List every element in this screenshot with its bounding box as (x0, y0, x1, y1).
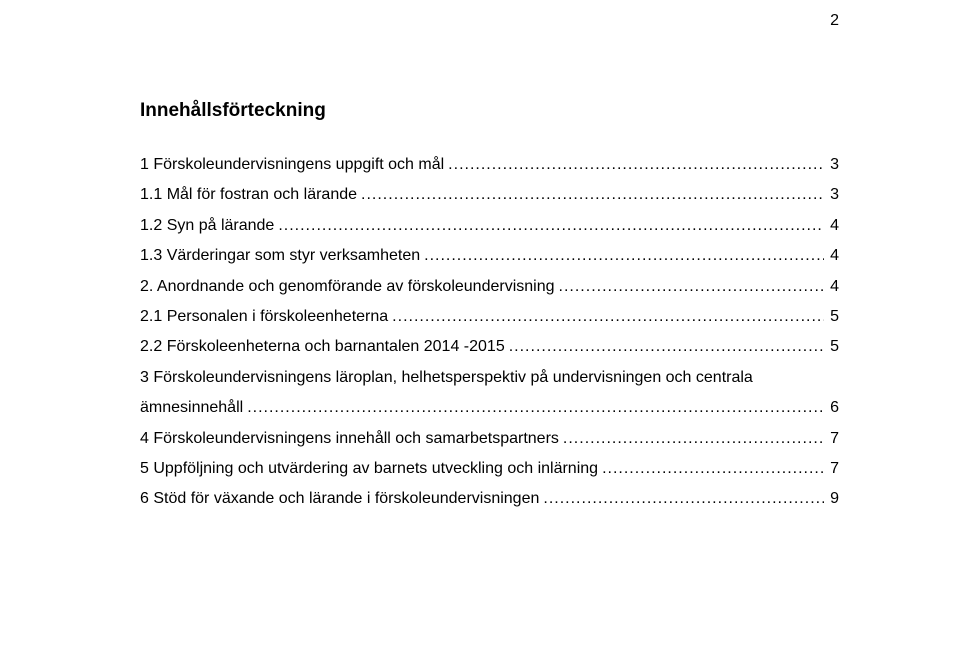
toc-entry: 2.2 Förskoleenheterna och barnantalen 20… (140, 332, 839, 362)
toc-entry-label: 4 Förskoleundervisningens innehåll och s… (140, 424, 559, 454)
toc-leader: ........................................… (539, 484, 823, 514)
toc-entry: ämnesinnehåll...........................… (140, 393, 839, 423)
toc-leader: ........................................… (274, 211, 823, 241)
toc-entry-wrap-line1: 3 Förskoleundervisningens läroplan, helh… (140, 363, 839, 393)
toc-entry-label: ämnesinnehåll (140, 393, 243, 423)
toc-leader: ........................................… (388, 302, 823, 332)
toc-entry: 1.1 Mål för fostran och lärande.........… (140, 180, 839, 210)
toc-leader: ........................................… (243, 393, 823, 423)
toc-leader: ........................................… (598, 454, 824, 484)
toc-leader: ........................................… (555, 272, 824, 302)
toc-entry-page: 4 (824, 241, 839, 271)
toc-entry-label: 6 Stöd för växande och lärande i förskol… (140, 484, 539, 514)
toc-entry: 4 Förskoleundervisningens innehåll och s… (140, 424, 839, 454)
toc-entry-page: 5 (824, 332, 839, 362)
toc-entry: 1.3 Värderingar som styr verksamheten...… (140, 241, 839, 271)
toc-entry: 2.1 Personalen i förskoleenheterna......… (140, 302, 839, 332)
table-of-contents: 1 Förskoleundervisningens uppgift och må… (140, 150, 839, 515)
toc-entry: 1.2 Syn på lärande......................… (140, 211, 839, 241)
toc-leader: ........................................… (559, 424, 824, 454)
toc-leader: ........................................… (357, 180, 824, 210)
toc-entry-page: 3 (824, 150, 839, 180)
toc-entry-label: 1.2 Syn på lärande (140, 211, 274, 241)
toc-entry-page: 5 (824, 302, 839, 332)
toc-entry-label: 1.1 Mål för fostran och lärande (140, 180, 357, 210)
toc-title: Innehållsförteckning (140, 100, 839, 122)
document-page: 2 Innehållsförteckning 1 Förskoleundervi… (0, 0, 959, 515)
toc-leader: ........................................… (505, 332, 824, 362)
toc-entry-page: 4 (824, 272, 839, 302)
toc-entry-page: 9 (824, 484, 839, 514)
toc-entry: 2. Anordnande och genomförande av försko… (140, 272, 839, 302)
page-number: 2 (830, 12, 839, 30)
toc-entry-label: 5 Uppföljning och utvärdering av barnets… (140, 454, 598, 484)
toc-entry-label: 1.3 Värderingar som styr verksamheten (140, 241, 420, 271)
toc-entry-label: 1 Förskoleundervisningens uppgift och må… (140, 150, 444, 180)
toc-entry-page: 6 (824, 393, 839, 423)
toc-entry: 5 Uppföljning och utvärdering av barnets… (140, 454, 839, 484)
toc-entry-label: 2. Anordnande och genomförande av försko… (140, 272, 555, 302)
toc-entry-label: 2.2 Förskoleenheterna och barnantalen 20… (140, 332, 505, 362)
toc-entry: 6 Stöd för växande och lärande i förskol… (140, 484, 839, 514)
toc-entry-page: 4 (824, 211, 839, 241)
toc-leader: ........................................… (444, 150, 823, 180)
toc-entry-page: 7 (824, 454, 839, 484)
toc-entry-page: 3 (824, 180, 839, 210)
toc-entry-label: 2.1 Personalen i förskoleenheterna (140, 302, 388, 332)
toc-entry: 1 Förskoleundervisningens uppgift och må… (140, 150, 839, 180)
toc-leader: ........................................… (420, 241, 824, 271)
toc-entry-page: 7 (824, 424, 839, 454)
